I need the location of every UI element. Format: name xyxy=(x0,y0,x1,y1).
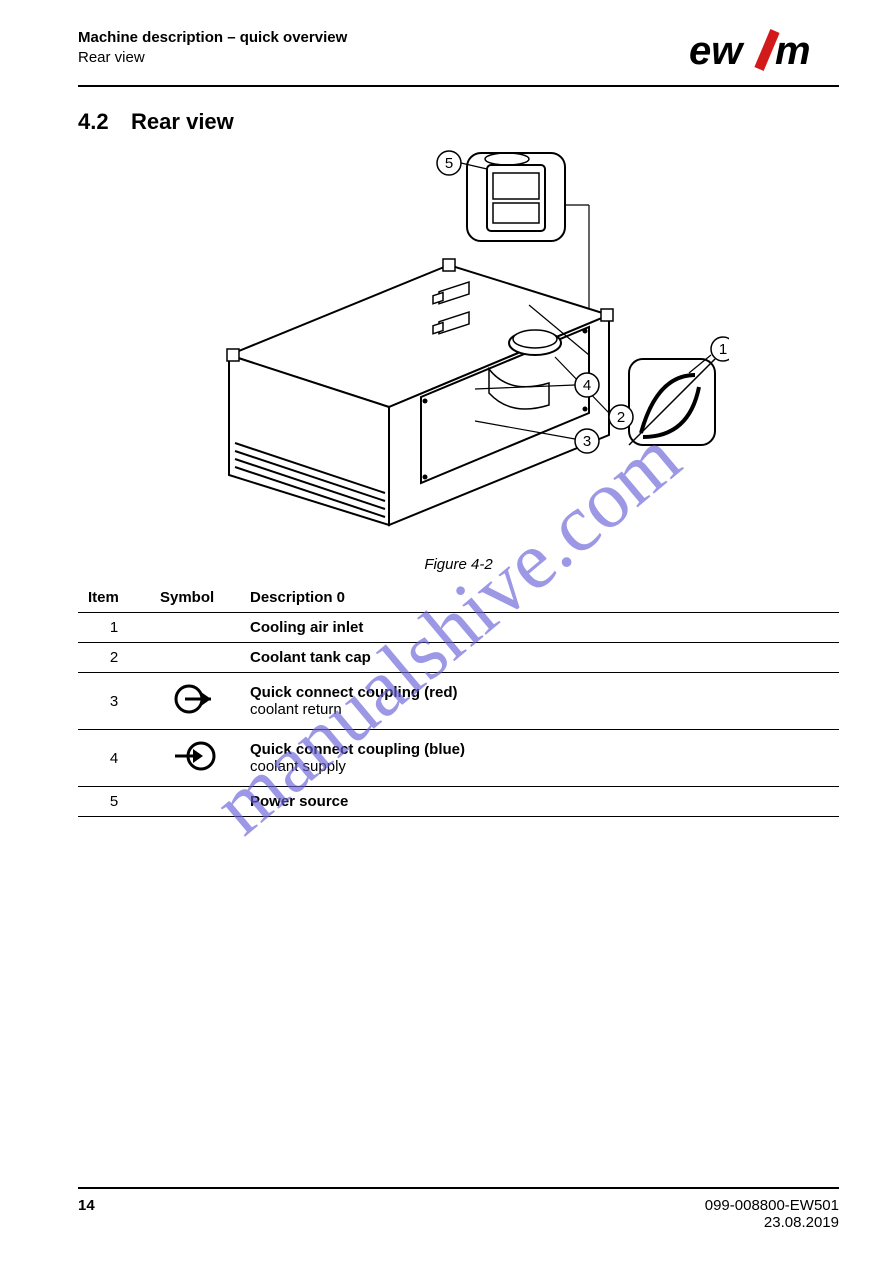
desc-sub: coolant return xyxy=(250,701,829,718)
cell-desc: Coolant tank cap xyxy=(240,643,839,673)
table-row: 1 Cooling air inlet xyxy=(78,613,839,643)
header-text: Machine description – quick overview Rea… xyxy=(78,28,347,69)
desc-main: Quick connect coupling (red) xyxy=(250,684,458,701)
page-root: Machine description – quick overview Rea… xyxy=(0,0,893,1263)
figure: 5 xyxy=(78,145,839,573)
section-number: 4.2 xyxy=(78,109,109,134)
svg-text:m: m xyxy=(775,29,811,73)
table-row: 5 Power source xyxy=(78,787,839,817)
callout-4-label: 4 xyxy=(582,377,590,394)
callout-3-label: 3 xyxy=(582,433,590,450)
brand-logo: ew m xyxy=(689,26,839,79)
table-row: 3 Quick connect coupling (red) coolant r… xyxy=(78,673,839,730)
table-row: 4 Quick connect coupling (blue) coolant … xyxy=(78,730,839,787)
coolant-return-icon xyxy=(171,679,219,719)
footer-rule xyxy=(78,1187,839,1189)
callout-5-label: 5 xyxy=(444,155,452,172)
page-header: Machine description – quick overview Rea… xyxy=(78,28,839,79)
col-header-desc: Description 0 xyxy=(240,583,839,613)
page-footer: 14 099-008800-EW501 23.08.2019 xyxy=(78,1187,839,1231)
desc-main: Power source xyxy=(250,793,348,810)
cell-item: 3 xyxy=(78,673,150,730)
parts-table: Item Symbol Description 0 1 Cooling air … xyxy=(78,583,839,817)
cell-item: 4 xyxy=(78,730,150,787)
callout-1-label: 1 xyxy=(718,341,726,358)
header-subtitle: Rear view xyxy=(78,48,347,68)
section-heading: 4.2 Rear view xyxy=(78,109,839,135)
desc-main: Coolant tank cap xyxy=(250,649,371,666)
inset-air-inlet xyxy=(629,359,715,445)
section-title: Rear view xyxy=(131,109,234,134)
cell-symbol xyxy=(150,730,240,787)
cell-item: 1 xyxy=(78,613,150,643)
doc-date: 23.08.2019 xyxy=(764,1214,839,1231)
desc-sub: coolant supply xyxy=(250,758,829,775)
cell-symbol xyxy=(150,787,240,817)
ewm-logo-icon: ew m xyxy=(689,26,839,74)
header-title: Machine description – quick overview xyxy=(78,28,347,48)
svg-text:ew: ew xyxy=(689,29,745,73)
cell-desc: Cooling air inlet xyxy=(240,613,839,643)
cell-desc: Quick connect coupling (blue) coolant su… xyxy=(240,730,839,787)
cell-symbol xyxy=(150,613,240,643)
cell-item: 2 xyxy=(78,643,150,673)
desc-main: Cooling air inlet xyxy=(250,619,363,636)
cell-item: 5 xyxy=(78,787,150,817)
cell-symbol xyxy=(150,673,240,730)
cell-symbol xyxy=(150,643,240,673)
table-header-row: Item Symbol Description 0 xyxy=(78,583,839,613)
callout-2-label: 2 xyxy=(616,409,624,426)
desc-main: Quick connect coupling (blue) xyxy=(250,741,465,758)
page-number: 14 xyxy=(78,1197,95,1214)
cell-desc: Quick connect coupling (red) coolant ret… xyxy=(240,673,839,730)
col-header-symbol: Symbol xyxy=(150,583,240,613)
header-rule xyxy=(78,85,839,87)
device-illustration: 5 xyxy=(189,145,729,545)
cooling-unit xyxy=(227,259,613,525)
table-row: 2 Coolant tank cap xyxy=(78,643,839,673)
cell-desc: Power source xyxy=(240,787,839,817)
doc-id: 099-008800-EW501 xyxy=(705,1197,839,1214)
coolant-supply-icon xyxy=(171,736,219,776)
col-header-item: Item xyxy=(78,583,150,613)
figure-caption: Figure 4-2 xyxy=(78,556,839,573)
